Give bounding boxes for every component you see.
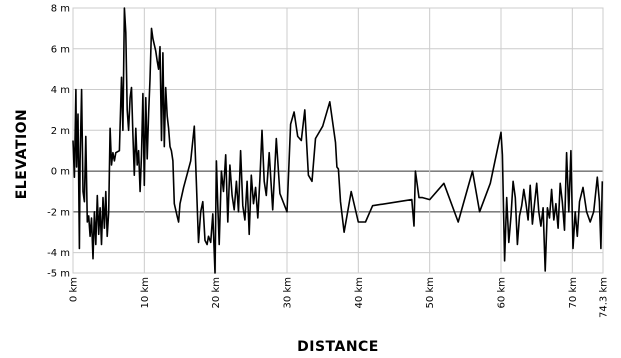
x-tick-label: 50 km [425, 277, 436, 308]
y-tick-label: -4 m [47, 248, 70, 259]
x-tick-label: 10 km [140, 277, 151, 308]
y-axis-title: ELEVATION [14, 109, 30, 200]
plot-area [73, 8, 603, 273]
y-tick-label: -5 m [47, 269, 70, 280]
x-tick-label: 60 km [496, 277, 507, 308]
x-tick-label: 70 km [568, 277, 579, 308]
y-tick-label: -2 m [47, 207, 70, 218]
y-tick-label: 2 m [51, 126, 70, 137]
x-tick-label: 30 km [282, 277, 293, 308]
x-tick-label: 74.3 km [599, 277, 610, 318]
gridlines [72, 7, 604, 274]
y-tick-label: 4 m [51, 85, 70, 96]
x-tick-label: 20 km [211, 277, 222, 308]
y-tick-label: 6 m [51, 44, 70, 55]
elevation-series [72, 0, 604, 274]
x-tick-label: 40 km [354, 277, 365, 308]
y-tick-labels: 8 m 6 m 4 m 2 m 0 m -2 m -4 m -5 m [47, 4, 70, 280]
x-tick-labels: 0 km 10 km 20 km 30 km 40 km 50 km 60 km 70 km 7… [69, 277, 610, 318]
y-tick-label: 8 m [51, 4, 70, 15]
x-tick-label: 0 km [69, 277, 80, 302]
x-axis-title: DISTANCE [297, 339, 379, 355]
y-tick-label: 0 m [51, 167, 70, 178]
